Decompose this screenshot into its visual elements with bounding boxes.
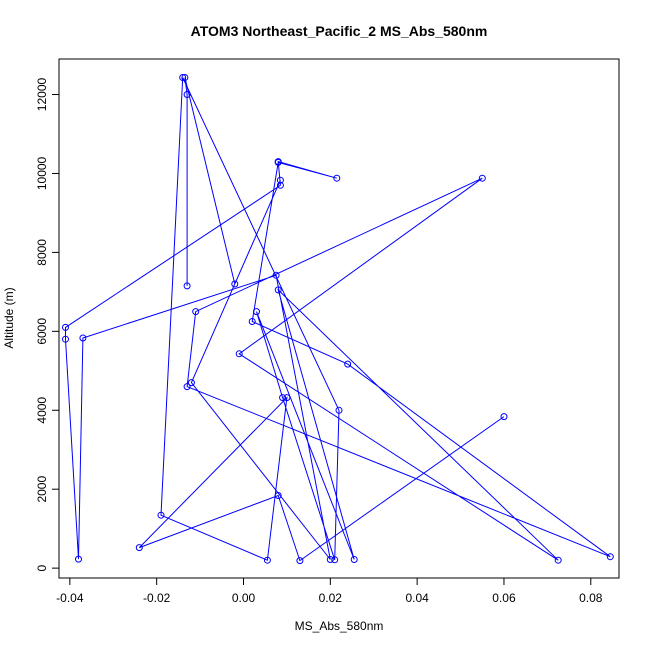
x-axis-label: MS_Abs_580nm <box>295 619 384 633</box>
data-point <box>183 383 191 391</box>
data-point <box>183 91 191 98</box>
x-tick-label: 0.00 <box>232 591 256 605</box>
data-point <box>554 556 562 564</box>
data-point <box>253 308 260 316</box>
data-point <box>187 379 195 387</box>
data-point <box>606 553 614 561</box>
data-point <box>283 394 291 402</box>
y-tick-label: 4000 <box>35 397 49 424</box>
data-point <box>263 556 271 564</box>
data-point <box>274 158 282 166</box>
data-point <box>231 280 239 288</box>
x-tick-label: -0.02 <box>143 591 171 605</box>
data-point <box>335 406 343 414</box>
y-tick-label: 2000 <box>35 476 49 503</box>
data-point <box>79 334 87 342</box>
y-tick-label: 12000 <box>35 78 49 112</box>
series-layer <box>62 74 614 565</box>
data-point <box>274 286 282 294</box>
data-point <box>272 271 280 279</box>
data-point <box>75 555 82 563</box>
y-tick-label: 8000 <box>35 239 49 266</box>
data-point <box>62 335 69 343</box>
data-point <box>344 360 352 368</box>
y-axis: 0 2000 4000 6000 8000 10000 12000 <box>35 78 60 571</box>
series-line <box>65 77 611 562</box>
data-point <box>135 544 143 552</box>
x-tick-label: 0.02 <box>319 591 343 605</box>
data-point <box>235 350 243 358</box>
data-point <box>296 557 304 565</box>
data-point <box>62 323 69 331</box>
data-point <box>276 181 284 189</box>
y-axis-label: Altitude (m) <box>2 287 16 348</box>
data-point <box>279 394 287 402</box>
data-point <box>183 282 191 290</box>
data-point <box>157 511 165 519</box>
data-point <box>331 556 339 564</box>
data-point <box>478 174 486 182</box>
x-tick-label: -0.04 <box>56 591 84 605</box>
data-point <box>248 318 256 325</box>
data-point <box>276 176 284 184</box>
chart-title: ATOM3 Northeast_Pacific_2 MS_Abs_580nm <box>191 23 488 39</box>
y-tick-label: 0 <box>35 564 49 571</box>
data-point <box>181 74 189 81</box>
data-point <box>179 74 187 81</box>
data-point <box>192 308 200 316</box>
data-point <box>500 413 508 421</box>
x-tick-label: 0.04 <box>405 591 429 605</box>
data-point <box>350 556 358 563</box>
data-point <box>274 492 282 499</box>
data-point <box>333 174 341 182</box>
x-tick-label: 0.08 <box>579 591 603 605</box>
x-tick-label: 0.06 <box>492 591 516 605</box>
data-point <box>326 556 334 563</box>
x-axis: -0.04 -0.02 0.00 0.02 0.04 0.06 0.08 <box>56 577 603 605</box>
y-tick-label: 10000 <box>35 156 49 190</box>
y-tick-label: 6000 <box>35 318 49 345</box>
